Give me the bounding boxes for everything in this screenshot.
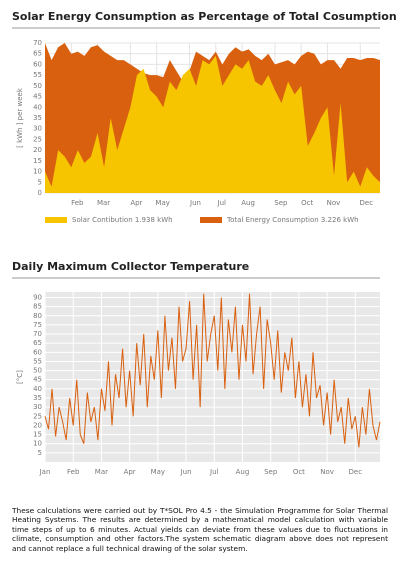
chart-title: Solar Energy Consumption as Percentage o…	[12, 10, 397, 23]
y-tick-label: 40	[33, 103, 42, 111]
x-tick-label: May	[151, 468, 165, 476]
legend-swatch	[45, 217, 67, 223]
y-tick-label: 70	[33, 330, 42, 338]
y-tick-label: 55	[33, 71, 42, 79]
y-tick-label: 15	[33, 157, 42, 165]
y-tick-label: 75	[33, 321, 42, 329]
x-tick-label: Sep	[274, 199, 288, 207]
legend-swatch	[200, 217, 222, 223]
y-tick-label: 50	[33, 82, 42, 90]
x-tick-label: Nov	[320, 468, 334, 476]
area	[45, 55, 380, 193]
x-tick-label: Feb	[67, 468, 80, 476]
y-tick-label: 45	[33, 376, 42, 384]
x-tick-label: Jan	[39, 468, 51, 476]
legend-label: Solar Contibution 1.938 kWh	[72, 216, 173, 224]
y-tick-label: 30	[33, 403, 42, 411]
y-tick-label: 60	[33, 60, 42, 68]
x-tick-label: Mar	[97, 199, 110, 207]
charts: Solar Energy Consumption as Percentage o…	[12, 10, 397, 476]
y-tick-label: 10	[33, 168, 42, 176]
x-tick-label: Oct	[301, 199, 313, 207]
x-tick-label: Jun	[180, 468, 192, 476]
x-tick-label: Aug	[236, 468, 250, 476]
y-tick-label: 55	[33, 357, 42, 365]
x-tick-label: Apr	[130, 199, 142, 207]
line	[44, 293, 381, 448]
title-rule	[12, 277, 380, 279]
y-tick-label: 45	[33, 93, 42, 101]
x-tick-label: Apr	[124, 468, 136, 476]
y-tick-label: 50	[33, 367, 42, 375]
y-axis-label: [ kWh ] per week	[16, 87, 24, 148]
y-tick-label: 5	[38, 178, 42, 186]
legend-label: Total Energy Consumption 3.226 kWh	[226, 216, 359, 224]
x-tick-label: Oct	[293, 468, 305, 476]
y-tick-label: 10	[33, 440, 42, 448]
x-tick-label: Sep	[264, 468, 278, 476]
x-tick-label: Jul	[217, 199, 227, 207]
y-tick-label: 20	[33, 421, 42, 429]
x-tick-label: Jun	[189, 199, 201, 207]
x-tick-label: Dec	[349, 468, 363, 476]
chart-title: Daily Maximum Collector Temperature	[12, 260, 249, 273]
y-tick-label: 90	[33, 293, 42, 301]
y-tick-label: 15	[33, 431, 42, 439]
y-tick-label: 25	[33, 135, 42, 143]
x-tick-label: Dec	[360, 199, 374, 207]
y-axis-label: [°C]	[16, 370, 24, 384]
plot-area	[45, 292, 380, 462]
y-tick-label: 40	[33, 385, 42, 393]
title-rule	[12, 27, 380, 29]
y-tick-label: 65	[33, 50, 42, 58]
y-tick-label: 35	[33, 394, 42, 402]
x-tick-label: Aug	[241, 199, 255, 207]
y-tick-label: 80	[33, 312, 42, 320]
y-tick-label: 30	[33, 125, 42, 133]
y-tick-label: 5	[38, 449, 42, 457]
y-tick-label: 35	[33, 114, 42, 122]
y-tick-label: 60	[33, 348, 42, 356]
y-tick-label: 0	[38, 189, 42, 197]
y-tick-label: 65	[33, 339, 42, 347]
x-tick-label: Feb	[71, 199, 84, 207]
y-tick-label: 25	[33, 412, 42, 420]
x-tick-label: Nov	[327, 199, 341, 207]
x-tick-label: May	[155, 199, 169, 207]
x-tick-label: Jul	[209, 468, 219, 476]
y-tick-label: 20	[33, 146, 42, 154]
footer-text: These calculations were carried out by T…	[12, 506, 388, 553]
y-tick-label: 70	[33, 39, 42, 47]
y-tick-label: 85	[33, 303, 42, 311]
x-tick-label: Mar	[95, 468, 108, 476]
